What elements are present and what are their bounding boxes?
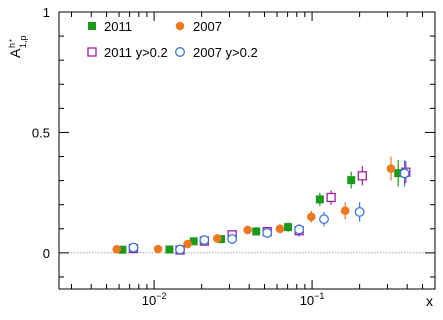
x-tick-label: 10−2 xyxy=(142,291,167,308)
data-point xyxy=(212,234,222,243)
x-tick-label: 10−1 xyxy=(300,291,325,308)
data-point xyxy=(189,237,198,246)
legend-label: 2007 y>0.2 xyxy=(193,45,258,60)
data-point xyxy=(319,214,329,225)
legend-label: 2011 xyxy=(104,19,132,34)
x-tick-label-exponent: −1 xyxy=(314,291,324,301)
y-tick-label: 0.5 xyxy=(32,125,50,140)
legend-marker xyxy=(87,47,97,57)
data-point xyxy=(307,212,316,222)
data-point xyxy=(252,227,261,236)
legend-label: 2007 xyxy=(193,19,222,34)
data-point xyxy=(112,244,122,254)
data-point xyxy=(165,245,174,254)
data-point xyxy=(243,225,252,235)
data-point xyxy=(326,192,336,203)
data-point xyxy=(315,195,324,204)
data-point xyxy=(394,169,403,178)
data-point xyxy=(354,206,365,217)
data-point xyxy=(199,235,210,246)
legend-marker xyxy=(175,21,185,31)
y-axis-label-sup: h⁺ xyxy=(7,38,17,48)
data-point xyxy=(153,244,163,254)
legend: 2011 2007 2011 y>0.2 2007 y>0.2 xyxy=(87,19,258,60)
data-point xyxy=(340,206,350,216)
data-point xyxy=(262,227,273,238)
axis-ticks xyxy=(59,11,435,289)
data-point xyxy=(347,176,356,185)
data-points xyxy=(112,156,411,255)
data-point xyxy=(118,245,127,254)
x-tick-label-exponent: −2 xyxy=(156,291,166,301)
tick-labels: 10−210−1100.51 xyxy=(32,5,325,308)
y-axis-label-sub: 1,p xyxy=(18,35,28,48)
data-point xyxy=(175,244,186,255)
x-axis-label: x xyxy=(426,293,433,309)
y-tick-label: 1 xyxy=(43,5,50,20)
x-tick-label-base: 10 xyxy=(300,293,314,308)
series-4 xyxy=(128,160,410,255)
data-point xyxy=(294,224,305,235)
data-point xyxy=(399,168,410,179)
series-2 xyxy=(112,156,396,254)
legend-label: 2011 y>0.2 xyxy=(104,45,168,60)
data-point xyxy=(357,171,367,181)
data-point xyxy=(183,239,192,249)
series-3 xyxy=(128,161,411,255)
data-point xyxy=(275,224,285,234)
plot-frame xyxy=(58,11,436,290)
legend-marker xyxy=(88,22,96,30)
y-axis-label-main: A xyxy=(7,48,23,58)
legend-marker xyxy=(175,47,185,57)
data-point xyxy=(128,242,139,253)
x-tick-label-base: 10 xyxy=(142,293,156,308)
data-point xyxy=(386,164,396,173)
data-point xyxy=(227,233,238,244)
y-tick-label: 0 xyxy=(43,246,50,261)
y-axis-label: A h⁺ 1,p xyxy=(7,35,28,58)
data-point xyxy=(284,223,293,232)
